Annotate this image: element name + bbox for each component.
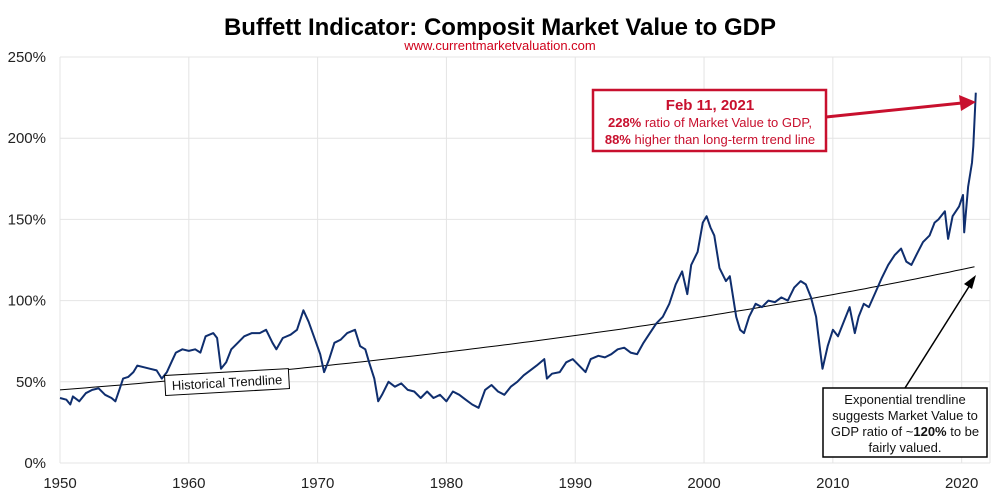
y-tick-label: 50% <box>16 374 46 391</box>
x-tick-label: 2010 <box>816 475 849 492</box>
y-tick-label: 0% <box>24 455 46 472</box>
x-tick-label: 1980 <box>430 475 463 492</box>
red-arrow-head-icon <box>959 95 976 111</box>
peak-line2-text: higher than long-term trend line <box>631 132 815 147</box>
peak-date: Feb 11, 2021 <box>666 97 754 114</box>
peak-line2: 88% higher than long-term trend line <box>605 132 815 147</box>
x-tick-label: 2000 <box>687 475 720 492</box>
trendline-label: Historical Trendline <box>164 368 290 397</box>
trend-note-line1: Exponential trendline <box>844 392 965 407</box>
x-tick-label: 1990 <box>559 475 592 492</box>
trend-annotation: Exponential trendline suggests Market Va… <box>822 275 988 458</box>
y-tick-label: 100% <box>8 293 46 310</box>
peak-line1: 228% ratio of Market Value to GDP, <box>608 115 812 130</box>
peak-line1-text: ratio of Market Value to GDP, <box>641 115 812 130</box>
y-tick-label: 250% <box>8 49 46 66</box>
trend-note-line2: suggests Market Value to <box>832 408 978 423</box>
chart-title: Buffett Indicator: Composit Market Value… <box>224 14 776 41</box>
trend-note-post: to be <box>947 424 980 439</box>
x-tick-label: 1950 <box>43 475 76 492</box>
black-arrow-head-icon <box>964 275 976 289</box>
trendline-label-text: Historical Trendline <box>171 372 282 393</box>
trend-note-line3: GDP ratio of ~120% to be <box>831 424 979 439</box>
x-axis-ticks: 1950 1960 1970 1980 1990 2000 2010 2020 <box>43 475 978 492</box>
market-value-to-gdp-line <box>59 92 977 409</box>
y-tick-label: 150% <box>8 211 46 228</box>
peak-excess: 88% <box>605 132 631 147</box>
trend-note-value: 120% <box>913 424 947 439</box>
chart-subtitle: www.currentmarketvaluation.com <box>403 38 595 53</box>
trend-note-line4: fairly valued. <box>869 440 942 455</box>
peak-ratio: 228% <box>608 115 642 130</box>
peak-annotation: Feb 11, 2021 228% ratio of Market Value … <box>591 88 976 153</box>
y-tick-label: 200% <box>8 130 46 147</box>
x-tick-label: 1970 <box>301 475 334 492</box>
y-axis-ticks: 0% 50% 100% 150% 200% 250% <box>8 49 46 472</box>
trendline <box>59 266 975 391</box>
trend-note-pre: GDP ratio of ~ <box>831 424 914 439</box>
x-tick-label: 1960 <box>172 475 205 492</box>
x-tick-label: 2020 <box>945 475 978 492</box>
